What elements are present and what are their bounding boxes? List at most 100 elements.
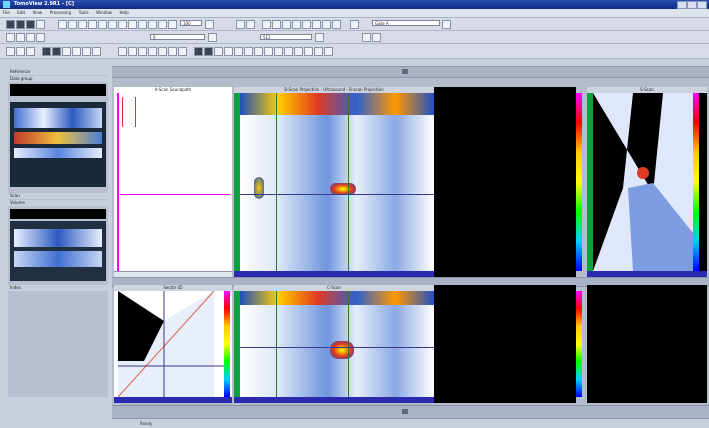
close-button[interactable] <box>697 1 707 9</box>
refresh-icon[interactable] <box>372 33 381 42</box>
cursor-f-icon[interactable] <box>168 47 177 56</box>
chevron-down-icon[interactable] <box>205 20 214 29</box>
tool-j-icon[interactable] <box>148 20 157 29</box>
measure-c-icon[interactable] <box>214 47 223 56</box>
maximize-button[interactable] <box>687 1 697 9</box>
sector-panel[interactable]: Sector 45 <box>114 285 232 403</box>
prev-icon[interactable] <box>236 20 245 29</box>
menu-view[interactable]: View <box>32 10 43 15</box>
tool-a-icon[interactable] <box>58 20 67 29</box>
range-dropdown-icon[interactable] <box>208 33 217 42</box>
minimize-button[interactable] <box>677 1 687 9</box>
open-icon[interactable] <box>6 20 15 29</box>
menu-file[interactable]: File <box>3 10 10 15</box>
measure-l-icon[interactable] <box>304 47 313 56</box>
bscan-cursor-v[interactable] <box>276 93 277 271</box>
tool-k-icon[interactable] <box>158 20 167 29</box>
zoom-in-icon[interactable] <box>26 47 35 56</box>
measure-i-icon[interactable] <box>274 47 283 56</box>
cscan-panel[interactable]: C-Scan <box>234 285 434 403</box>
cursor-a-icon[interactable] <box>118 47 127 56</box>
menu-edit[interactable]: Edit <box>17 10 26 15</box>
bscan-panel[interactable]: B-Scan Projection - Ultrasound - B-scan … <box>234 87 434 277</box>
thumbnail-cscan[interactable] <box>10 221 106 281</box>
undo-icon[interactable] <box>36 20 45 29</box>
filter-icon[interactable] <box>332 20 341 29</box>
range-end-input[interactable]: 512 <box>260 34 312 40</box>
menu-window[interactable]: Window <box>96 10 112 15</box>
tool-i-icon[interactable] <box>138 20 147 29</box>
measure-h-icon[interactable] <box>264 47 273 56</box>
splitter-top[interactable] <box>112 66 709 78</box>
measure-e-icon[interactable] <box>234 47 243 56</box>
view-c-icon[interactable] <box>62 47 71 56</box>
range-start-input[interactable]: 0 <box>150 34 205 40</box>
thumbnail-bscan[interactable] <box>10 102 106 187</box>
measure-d-icon[interactable] <box>224 47 233 56</box>
tool-d-icon[interactable] <box>88 20 97 29</box>
cursor-g-icon[interactable] <box>178 47 187 56</box>
measure-a-icon[interactable] <box>194 47 203 56</box>
layers-icon[interactable] <box>322 20 331 29</box>
pan-icon[interactable] <box>16 47 25 56</box>
gate-select[interactable]: Gate A <box>372 20 440 26</box>
view-b-icon[interactable] <box>52 47 61 56</box>
view-f-icon[interactable] <box>92 47 101 56</box>
cursor-c-icon[interactable] <box>138 47 147 56</box>
tool-g-icon[interactable] <box>118 20 127 29</box>
ascan-cursor-line[interactable] <box>120 194 230 195</box>
cursor-icon[interactable] <box>272 20 281 29</box>
nav-last-icon[interactable] <box>36 33 45 42</box>
splitter-bottom[interactable] <box>112 405 709 419</box>
cursor-d-icon[interactable] <box>148 47 157 56</box>
view-a-icon[interactable] <box>42 47 51 56</box>
measure-f-icon[interactable] <box>244 47 253 56</box>
nav-next-icon[interactable] <box>26 33 35 42</box>
palette-icon[interactable] <box>312 20 321 29</box>
tool-f-icon[interactable] <box>108 20 117 29</box>
grid-icon[interactable] <box>302 20 311 29</box>
zoom-input[interactable]: 100 <box>180 20 202 26</box>
print-icon[interactable] <box>26 20 35 29</box>
save-icon[interactable] <box>16 20 25 29</box>
menu-tools[interactable]: Tools <box>78 10 89 15</box>
bscan-cursor-h[interactable] <box>240 194 434 195</box>
tool-h-icon[interactable] <box>128 20 137 29</box>
bscan-cursor-v2[interactable] <box>348 93 349 271</box>
cursor-e-icon[interactable] <box>158 47 167 56</box>
settings-icon[interactable] <box>350 20 359 29</box>
select-icon[interactable] <box>6 47 15 56</box>
menu-processing[interactable]: Processing <box>49 10 72 15</box>
range-end-dropdown-icon[interactable] <box>315 33 324 42</box>
cscan-cursor-v[interactable] <box>276 291 277 397</box>
measure-j-icon[interactable] <box>284 47 293 56</box>
toolbar-2: 0 512 <box>0 31 709 44</box>
measure-g-icon[interactable] <box>254 47 263 56</box>
nav-prev-icon[interactable] <box>16 33 25 42</box>
sscan-panel[interactable]: S-Scan <box>587 87 707 277</box>
gate-dropdown-icon[interactable] <box>442 20 451 29</box>
thumbnail-strip-2[interactable] <box>10 209 106 219</box>
ruler-icon[interactable] <box>292 20 301 29</box>
cursor-b-icon[interactable] <box>128 47 137 56</box>
measure-m-icon[interactable] <box>314 47 323 56</box>
measure-b-icon[interactable] <box>204 47 213 56</box>
thumbnail-strip[interactable] <box>10 84 106 96</box>
nav-first-icon[interactable] <box>6 33 15 42</box>
view-e-icon[interactable] <box>82 47 91 56</box>
next-icon[interactable] <box>246 20 255 29</box>
measure-k-icon[interactable] <box>294 47 303 56</box>
view-d-icon[interactable] <box>72 47 81 56</box>
ascan-panel[interactable]: A-Scan Soundpath <box>114 87 232 277</box>
menu-help[interactable]: Help <box>119 10 129 15</box>
apply-icon[interactable] <box>362 33 371 42</box>
measure-icon[interactable] <box>282 20 291 29</box>
tool-b-icon[interactable] <box>68 20 77 29</box>
tool-l-icon[interactable] <box>168 20 177 29</box>
cscan-cursor-v2[interactable] <box>348 291 349 397</box>
measure-n-icon[interactable] <box>324 47 333 56</box>
tool-e-icon[interactable] <box>98 20 107 29</box>
link-icon[interactable] <box>262 20 271 29</box>
cscan-cursor-h[interactable] <box>240 347 434 348</box>
tool-c-icon[interactable] <box>78 20 87 29</box>
